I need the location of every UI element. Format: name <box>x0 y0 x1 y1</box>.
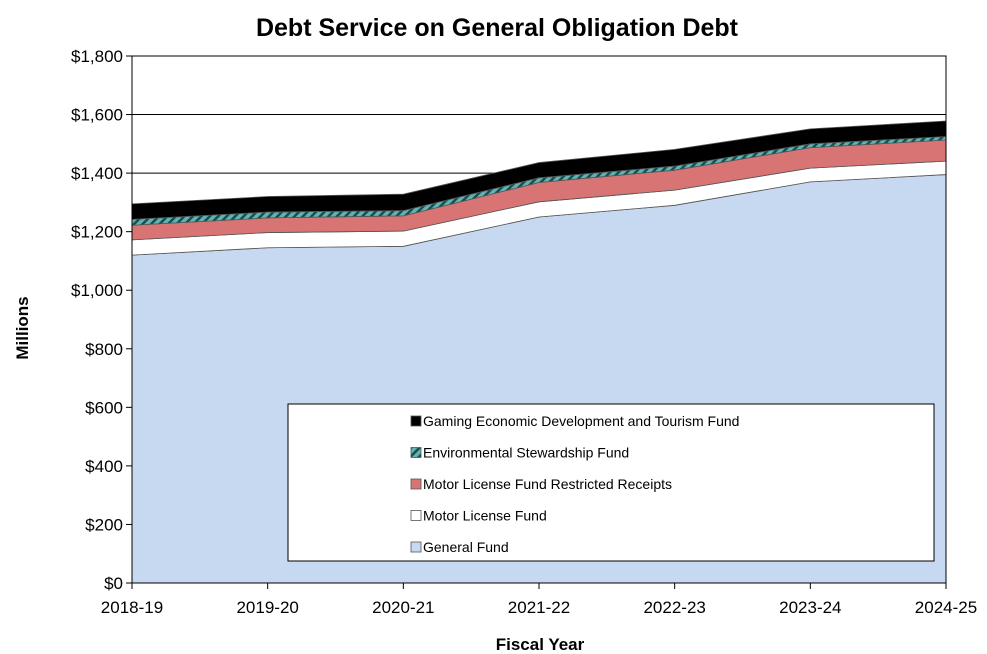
legend-swatch <box>410 447 422 458</box>
x-tick-label: 2020-21 <box>372 598 434 617</box>
legend-label: Motor License Fund Restricted Receipts <box>423 476 672 492</box>
legend-label: Motor License Fund <box>423 508 547 524</box>
x-tick-label: 2023-24 <box>779 598 841 617</box>
y-tick-label: $1,600 <box>71 106 123 125</box>
y-tick-label: $0 <box>104 574 123 593</box>
chart-title: Debt Service on General Obligation Debt <box>256 14 739 42</box>
x-tick-label: 2024-25 <box>915 598 977 617</box>
legend-label: Environmental Stewardship Fund <box>423 445 629 461</box>
legend-swatch <box>410 478 422 490</box>
y-tick-label: $1,000 <box>71 281 123 300</box>
y-tick-label: $400 <box>85 457 123 476</box>
y-tick-label: $800 <box>85 340 123 359</box>
legend-label: Gaming Economic Development and Tourism … <box>423 413 739 429</box>
legend-swatch <box>410 541 422 553</box>
y-tick-label: $1,200 <box>71 223 123 242</box>
y-axis: $0 $200 $400 $600 $800 $1,000 $1,200 $1,400 $1,6… <box>71 47 132 593</box>
x-axis-title: Fiscal Year <box>496 635 585 654</box>
x-tick-label: 2019-20 <box>236 598 298 617</box>
legend-swatch <box>410 415 422 427</box>
legend: Gaming Economic Development and Tourism … <box>287 403 935 562</box>
x-tick-label: 2022-23 <box>643 598 705 617</box>
y-axis-title: Millions <box>13 296 32 359</box>
x-axis: 2018-19 2019-20 2020-21 2021-22 2022-23 2023-… <box>101 583 977 617</box>
y-tick-label: $1,400 <box>71 164 123 183</box>
x-tick-label: 2021-22 <box>508 598 570 617</box>
legend-box <box>287 403 935 562</box>
y-tick-label: $1,800 <box>71 47 123 66</box>
y-tick-label: $600 <box>85 398 123 417</box>
legend-label: General Fund <box>423 539 509 555</box>
x-tick-label: 2018-19 <box>101 598 163 617</box>
y-tick-label: $200 <box>85 515 123 534</box>
legend-swatch <box>410 510 422 521</box>
